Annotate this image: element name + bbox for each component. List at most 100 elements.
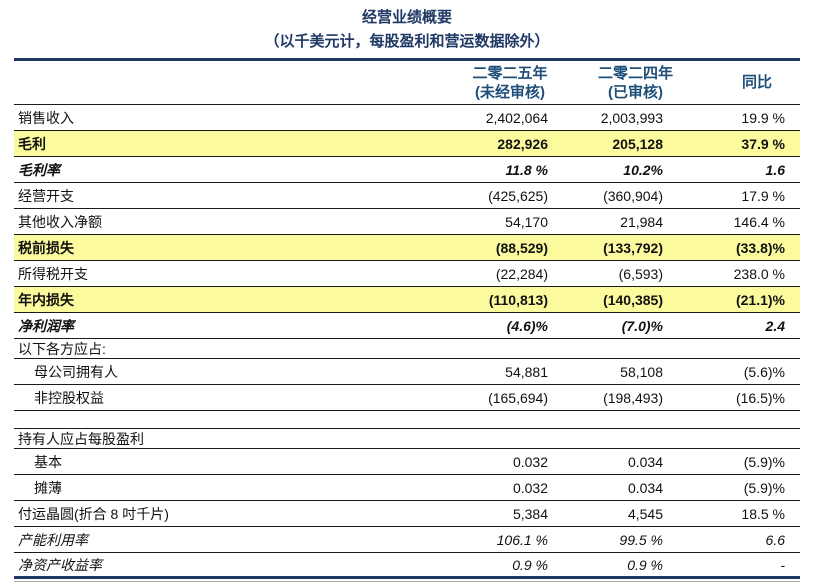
value-yoy: 6.6 [765, 531, 785, 548]
header-col-yoy-label: 同比 [741, 74, 772, 91]
table-row: 销售收入 2,402,064 2,003,993 19.9 % [14, 105, 800, 131]
header-col-2024-year: 二零二四年 [597, 64, 673, 82]
row-label: 销售收入 [18, 109, 74, 126]
table-row: 毛利率 11.8 % 10.2% 1.6 [14, 157, 800, 183]
value-2024: (6,593) [618, 265, 663, 282]
table-row: 以下各方应占: [14, 339, 800, 359]
value-yoy: (5.9)% [743, 479, 785, 496]
row-label: 净利润率 [18, 317, 74, 334]
table-row: 净利润率 (4.6)% (7.0)% 2.4 [14, 313, 800, 339]
header-col-2024: 二零二四年 (已审核) [565, 61, 680, 104]
row-label: 年内损失 [18, 291, 74, 308]
row-label: 产能利用率 [18, 531, 88, 548]
value-2024: (198,493) [603, 389, 663, 406]
row-label: 母公司拥有人 [34, 363, 118, 380]
value-yoy: (33.8)% [735, 239, 785, 256]
value-2024: 2,003,993 [600, 109, 663, 126]
header-col-2025: 二零二五年 (未经审核) [445, 61, 565, 104]
table-row [14, 411, 800, 429]
value-yoy: (16.5)% [735, 389, 785, 406]
value-yoy: 238.0 % [733, 265, 785, 282]
row-label: 毛利 [18, 135, 46, 152]
value-2025: 54,170 [505, 213, 548, 230]
bottom-rule [14, 576, 800, 579]
table-row: 持有人应占每股盈利 [14, 429, 800, 449]
value-2024: 58,108 [620, 363, 663, 380]
table-header: 二零二五年 (未经审核) 二零二四年 (已审核) 同比 [14, 61, 800, 105]
value-2025: (110,813) [488, 291, 548, 308]
table-row: 付运晶圆(折合 8 吋千片) 5,384 4,545 18.5 % [14, 501, 800, 527]
value-2025: 0.9 % [512, 556, 548, 573]
row-label: 基本 [34, 453, 62, 470]
row-label: 非控股权益 [34, 389, 104, 406]
value-yoy: 2.4 [765, 317, 785, 334]
value-2025: (4.6)% [506, 317, 548, 334]
table-body: 销售收入 2,402,064 2,003,993 19.9 % 毛利 282,9… [14, 105, 800, 576]
value-2024: 21,984 [620, 213, 663, 230]
table-row: 其他收入净额 54,170 21,984 146.4 % [14, 209, 800, 235]
value-2025: (425,625) [488, 187, 548, 204]
value-2025: 54,881 [505, 363, 548, 380]
table-row: 所得税开支 (22,284) (6,593) 238.0 % [14, 261, 800, 287]
value-2025: 11.8 % [505, 161, 548, 178]
value-2024: 0.034 [627, 479, 663, 496]
value-2024: 205,128 [612, 135, 663, 152]
summary-table: 二零二五年 (未经审核) 二零二四年 (已审核) 同比 销售收入 2,402,0… [14, 61, 800, 582]
value-2025: 0.032 [512, 479, 548, 496]
value-yoy: 17.9 % [741, 187, 785, 204]
value-2024: 0.034 [627, 453, 663, 470]
value-2024: 4,545 [627, 505, 663, 522]
value-2025: 282,926 [497, 135, 548, 152]
value-yoy: 18.5 % [741, 505, 785, 522]
value-yoy: - [780, 556, 785, 573]
value-2025: 5,384 [512, 505, 548, 522]
page-title: 经营业绩概要 [361, 9, 452, 26]
value-2025: (22,284) [495, 265, 548, 282]
table-row: 产能利用率 106.1 % 99.5 % 6.6 [14, 527, 800, 553]
row-label: 付运晶圆(折合 8 吋千片) [18, 505, 169, 522]
row-label: 摊薄 [34, 479, 62, 496]
value-yoy: 1.6 [765, 161, 785, 178]
table-row: 摊薄 0.032 0.034 (5.9)% [14, 475, 800, 501]
value-2025: 2,402,064 [485, 109, 548, 126]
header-col-2025-year: 二零二五年 [472, 64, 548, 82]
value-yoy: (21.1)% [735, 291, 785, 308]
value-2024: 99.5 % [619, 531, 663, 548]
bottom-rule-gray [14, 581, 800, 582]
value-yoy: (5.9)% [743, 453, 785, 470]
header-col-2025-note: (未经审核) [475, 83, 545, 101]
value-yoy: 146.4 % [733, 213, 785, 230]
header-col-yoy: 同比 [680, 61, 800, 104]
value-yoy: 37.9 % [741, 135, 785, 152]
value-yoy: (5.6)% [743, 363, 785, 380]
row-label: 税前损失 [18, 239, 74, 256]
page-subtitle: （以千美元计，每股盈利和营运数据除外） [264, 33, 550, 50]
value-2025: 0.032 [512, 453, 548, 470]
table-row: 毛利 282,926 205,128 37.9 % [14, 131, 800, 157]
table-row: 净资产收益率 0.9 % 0.9 % - [14, 553, 800, 576]
table-row: 母公司拥有人 54,881 58,108 (5.6)% [14, 359, 800, 385]
row-label: 毛利率 [18, 161, 60, 178]
value-2025: (165,694) [488, 389, 548, 406]
value-2024: (140,385) [603, 291, 663, 308]
row-label: 净资产收益率 [18, 556, 102, 573]
table-row: 非控股权益 (165,694) (198,493) (16.5)% [14, 385, 800, 411]
row-label: 经营开支 [18, 187, 74, 204]
table-row: 年内损失 (110,813) (140,385) (21.1)% [14, 287, 800, 313]
top-rule [14, 58, 800, 61]
row-label: 所得税开支 [18, 265, 88, 282]
row-label: 以下各方应占: [18, 340, 106, 357]
value-2025: (88,529) [495, 239, 548, 256]
value-2025: 106.1 % [496, 531, 548, 548]
row-label: 其他收入净额 [18, 213, 102, 230]
value-2024: 10.2% [623, 161, 663, 178]
header-col-2024-note: (已审核) [608, 83, 663, 101]
row-label: 持有人应占每股盈利 [18, 430, 144, 447]
table-row: 经营开支 (425,625) (360,904) 17.9 % [14, 183, 800, 209]
value-yoy: 19.9 % [741, 109, 785, 126]
value-2024: (360,904) [603, 187, 663, 204]
table-row: 基本 0.032 0.034 (5.9)% [14, 449, 800, 475]
value-2024: (133,792) [603, 239, 663, 256]
value-2024: (7.0)% [621, 317, 663, 334]
